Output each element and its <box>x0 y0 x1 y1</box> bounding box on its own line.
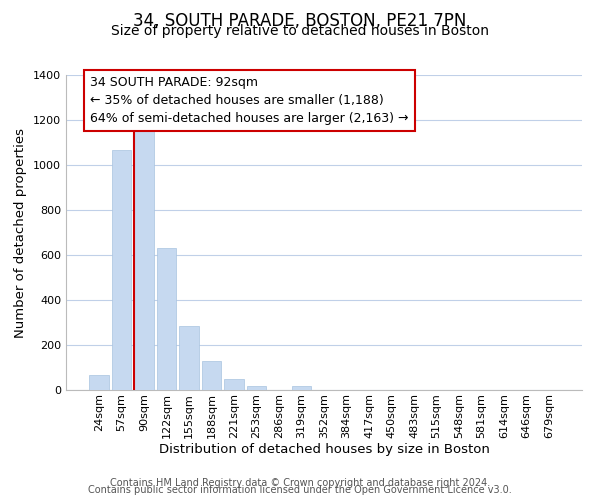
Text: 34, SOUTH PARADE, BOSTON, PE21 7PN: 34, SOUTH PARADE, BOSTON, PE21 7PN <box>133 12 467 30</box>
Bar <box>89 376 109 390</box>
Bar <box>112 150 131 390</box>
Text: Contains HM Land Registry data © Crown copyright and database right 2024.: Contains HM Land Registry data © Crown c… <box>110 478 490 488</box>
Text: 34 SOUTH PARADE: 92sqm
← 35% of detached houses are smaller (1,188)
64% of semi-: 34 SOUTH PARADE: 92sqm ← 35% of detached… <box>90 76 409 125</box>
Text: Contains public sector information licensed under the Open Government Licence v3: Contains public sector information licen… <box>88 485 512 495</box>
Bar <box>224 380 244 390</box>
Text: Size of property relative to detached houses in Boston: Size of property relative to detached ho… <box>111 24 489 38</box>
Bar <box>179 326 199 390</box>
Bar <box>134 129 154 390</box>
Bar <box>202 361 221 390</box>
Y-axis label: Number of detached properties: Number of detached properties <box>14 128 28 338</box>
Bar <box>247 386 266 390</box>
Bar <box>292 386 311 390</box>
Bar <box>157 248 176 390</box>
X-axis label: Distribution of detached houses by size in Boston: Distribution of detached houses by size … <box>158 444 490 456</box>
